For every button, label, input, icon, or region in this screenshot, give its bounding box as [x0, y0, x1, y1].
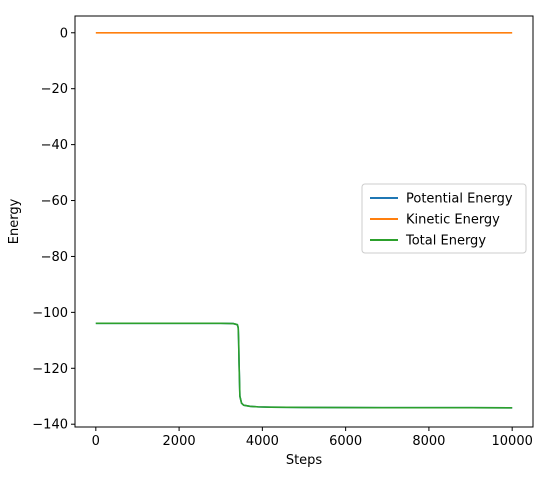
- x-tick-label: 8000: [412, 434, 445, 449]
- y-tick-label: −40: [41, 138, 68, 153]
- y-axis-label: Energy: [7, 198, 22, 244]
- legend-label-0: Potential Energy: [406, 192, 513, 207]
- legend-label-2: Total Energy: [405, 234, 486, 249]
- y-tick-label: −60: [41, 194, 68, 209]
- x-axis-ticks: 0 2000 4000 6000 8000 10000: [92, 427, 533, 449]
- x-tick-label: 10000: [492, 434, 533, 449]
- y-tick-label: −80: [41, 250, 68, 265]
- y-tick-label: −20: [41, 82, 68, 97]
- y-axis-ticks: 0 −20 −40 −60 −80 −100 −120 −140: [32, 26, 75, 433]
- legend-label-1: Kinetic Energy: [406, 213, 500, 228]
- y-tick-label: −100: [32, 306, 68, 321]
- x-axis-label: Steps: [286, 453, 323, 468]
- x-tick-label: 0: [92, 434, 100, 449]
- legend: Potential Energy Kinetic Energy Total Ener…: [361, 183, 527, 254]
- y-tick-label: −140: [32, 418, 68, 433]
- x-tick-label: 6000: [329, 434, 362, 449]
- series-line-2: [95, 322, 513, 409]
- legend-box: [361, 183, 527, 254]
- y-tick-label: 0: [60, 26, 68, 41]
- x-tick-label: 4000: [246, 434, 279, 449]
- series-line-0: [95, 322, 513, 409]
- y-tick-label: −120: [32, 362, 68, 377]
- plot-frame: [74, 15, 534, 428]
- plot-lines: [95, 31, 513, 409]
- x-tick-label: 2000: [163, 434, 196, 449]
